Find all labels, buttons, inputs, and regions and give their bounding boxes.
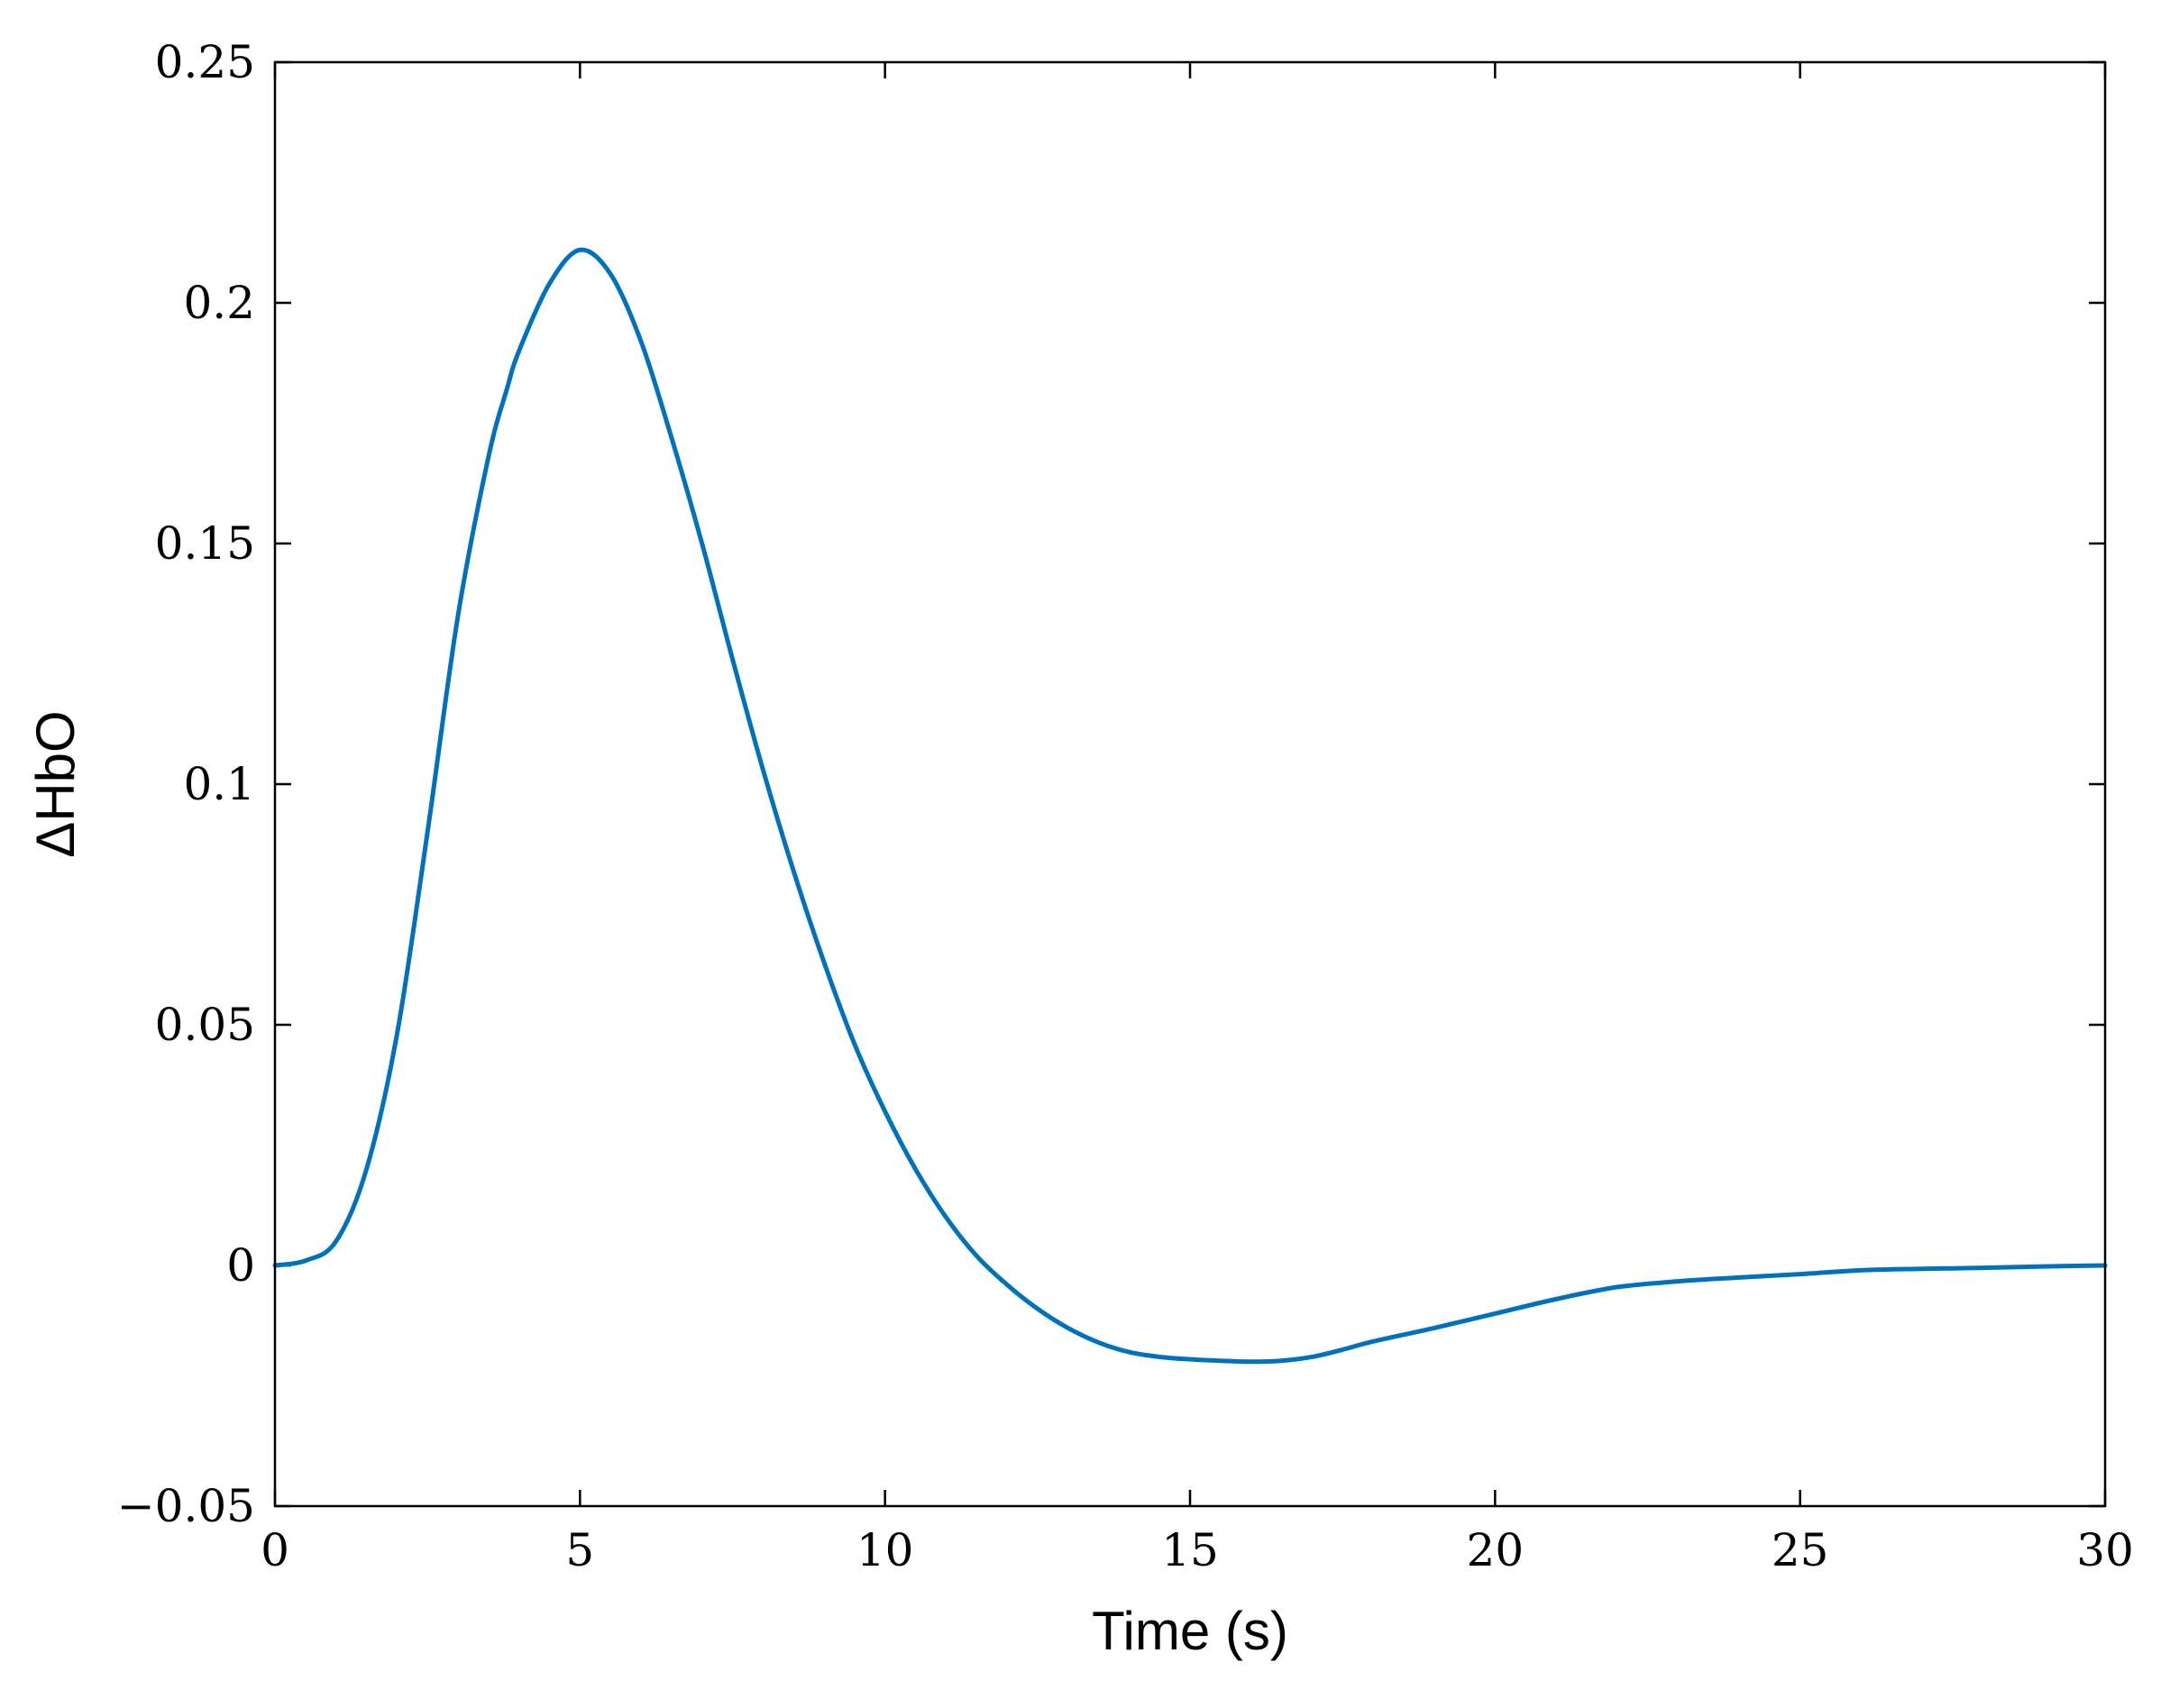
y-tick-label: 0.15 <box>155 517 255 570</box>
x-tick-label: 30 <box>2076 1524 2134 1576</box>
y-axis-title: ΔHbO <box>25 710 86 857</box>
series-line-1 <box>272 247 2108 1365</box>
x-tick-label: 5 <box>565 1524 594 1576</box>
y-tick-labels: −0.05 0 0.05 0.1 0.15 0.2 0.25 <box>117 36 255 1532</box>
x-axis-title: Time (s) <box>1092 1601 1288 1661</box>
y-tick-label: 0.1 <box>183 758 255 810</box>
x-tick-label: 15 <box>1161 1524 1219 1576</box>
x-tick-label: 25 <box>1772 1524 1829 1576</box>
y-tick-label: 0.05 <box>155 999 255 1051</box>
y-tick-label: 0.2 <box>183 277 255 329</box>
x-tick-label: 20 <box>1467 1524 1525 1576</box>
x-tick-label: 10 <box>856 1524 914 1576</box>
y-tick-label: −0.05 <box>117 1480 255 1532</box>
plot-frame <box>273 60 2107 1508</box>
x-tick-label: 0 <box>261 1524 289 1576</box>
tick-marks <box>273 60 2107 1508</box>
y-tick-label: 0 <box>226 1239 255 1292</box>
y-tick-label: 0.25 <box>155 36 255 88</box>
series-layer <box>272 247 2108 1365</box>
x-tick-labels: 0 5 10 15 20 25 30 <box>261 1524 2134 1576</box>
